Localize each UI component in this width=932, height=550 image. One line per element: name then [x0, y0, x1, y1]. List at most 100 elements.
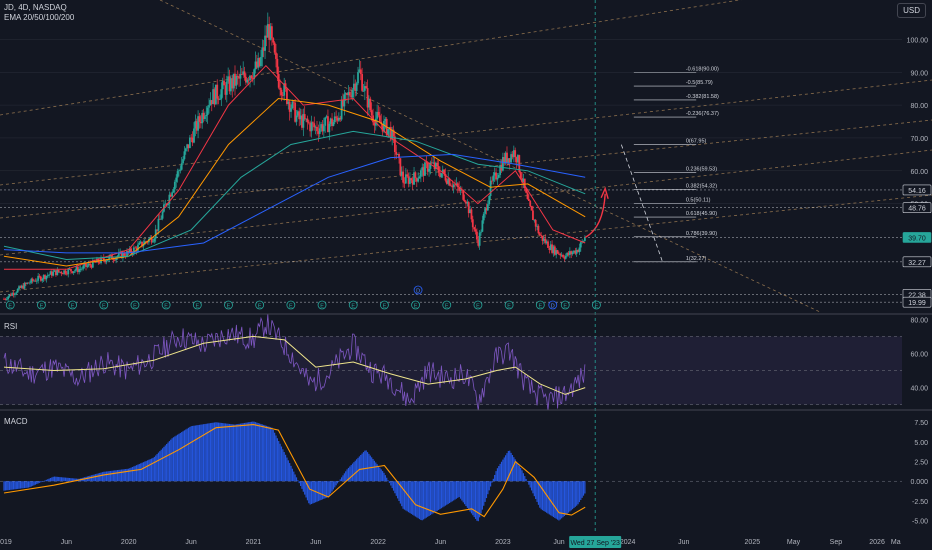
candle-body: [141, 241, 143, 247]
macd-histogram-bar: [282, 449, 284, 482]
macd-histogram-bar: [43, 481, 45, 482]
candle-body: [4, 298, 7, 300]
macd-histogram-bar: [276, 438, 278, 482]
macd-histogram-bar: [574, 481, 576, 507]
macd-histogram-bar: [249, 422, 251, 482]
macd-histogram-bar: [223, 423, 225, 482]
candle-body: [153, 238, 156, 242]
macd-tick-label: 5.00: [914, 440, 928, 447]
macd-histogram-bar: [230, 424, 232, 482]
candle-body: [534, 219, 537, 227]
macd-histogram-bar: [28, 481, 30, 488]
macd-histogram-bar: [480, 481, 482, 514]
macd-histogram-bar: [187, 427, 190, 482]
candle-body: [343, 94, 346, 107]
macd-histogram-bar: [305, 481, 307, 498]
macd-histogram-bar: [63, 477, 65, 482]
candle-body: [190, 137, 193, 139]
time-tick-label: Ma: [891, 539, 901, 546]
macd-histogram-bar: [309, 481, 311, 505]
macd-histogram-bar: [179, 432, 181, 482]
macd-histogram-bar: [299, 481, 302, 486]
candle-body: [307, 122, 310, 124]
macd-histogram-bar: [263, 424, 265, 482]
macd-histogram-bar: [561, 481, 563, 519]
chart-symbol-title[interactable]: JD, 4D, NASDAQ: [4, 3, 67, 12]
macd-histogram-bar: [522, 473, 524, 482]
event-marker-label: E: [563, 303, 567, 309]
macd-tick-label: 2.50: [914, 460, 928, 467]
candle-body: [227, 76, 230, 82]
event-marker-label: E: [8, 303, 12, 309]
ema-indicator-label[interactable]: EMA 20/50/100/200: [4, 13, 75, 22]
macd-tick-label: -5.00: [912, 519, 928, 526]
candle-body: [389, 127, 392, 140]
currency-button[interactable]: USD: [897, 3, 926, 18]
candle-body: [521, 178, 523, 183]
macd-histogram-bar: [481, 481, 483, 510]
candle-body: [156, 229, 158, 231]
candle-body: [277, 74, 280, 88]
macd-histogram-bar: [444, 481, 447, 506]
macd-histogram-bar: [295, 477, 298, 482]
macd-histogram-bar: [243, 422, 246, 482]
candle-body: [149, 237, 152, 239]
macd-histogram-bar: [503, 457, 505, 482]
macd-histogram-bar: [166, 443, 168, 482]
candle-body: [81, 268, 83, 270]
macd-histogram-bar: [182, 431, 184, 482]
candle-body: [55, 270, 57, 276]
macd-histogram-bar: [280, 446, 283, 482]
candle-body: [87, 263, 90, 266]
candle-body: [336, 117, 339, 121]
macd-histogram-bar: [254, 422, 257, 482]
time-axis[interactable]: 2019 Jun 2020 Jun 2021 Jun 2022 Jun 2023 Jun 2024 J…: [0, 0, 901, 548]
candle-body: [57, 269, 60, 272]
candle-body: [60, 271, 63, 274]
candle-body: [373, 122, 376, 126]
rsi-pane-title[interactable]: RSI: [4, 322, 17, 331]
macd-histogram-bar: [401, 481, 403, 507]
macd-histogram-bar: [435, 481, 437, 512]
price-axis-badge: [902, 184, 932, 196]
macd-pane-title[interactable]: MACD: [4, 417, 28, 426]
macd-histogram-bar: [581, 481, 583, 498]
candle-body: [435, 162, 437, 170]
candle-body: [447, 178, 450, 184]
candle-body: [221, 80, 224, 90]
candle-body: [249, 75, 251, 81]
candle-body: [328, 123, 331, 133]
candle-body: [368, 98, 370, 108]
candle-body: [195, 121, 198, 131]
candle-body: [536, 225, 538, 227]
macd-histogram-bar: [529, 481, 531, 488]
price-axis-badge-text: 32.27: [908, 260, 926, 267]
macd-histogram-bar: [320, 481, 322, 500]
candle-body: [376, 111, 379, 119]
candle-body: [568, 251, 571, 255]
macd-histogram-bar: [550, 481, 552, 516]
candle-body: [458, 187, 461, 191]
macd-histogram-bar: [345, 471, 347, 482]
macd-histogram-bar: [120, 469, 123, 482]
macd-histogram-bar: [7, 481, 9, 491]
candle-body: [553, 246, 556, 255]
macd-histogram-bar: [211, 422, 213, 482]
macd-histogram-bar: [431, 481, 433, 515]
candle-body: [542, 238, 545, 241]
macd-histogram-bar: [99, 472, 101, 482]
candle-body: [105, 260, 108, 263]
candle-body: [525, 188, 528, 193]
macd-histogram-bar: [159, 451, 161, 482]
macd-histogram-bar: [398, 481, 400, 502]
candle-body: [183, 151, 186, 160]
macd-histogram-bar: [17, 481, 19, 489]
candle-body: [508, 158, 511, 163]
candle-body: [169, 194, 172, 197]
ema-line-3: [3, 153, 586, 254]
candle-body: [224, 85, 227, 95]
candle-body: [173, 181, 176, 190]
macd-histogram-bar: [92, 474, 94, 482]
earnings-marker: [442, 300, 452, 310]
